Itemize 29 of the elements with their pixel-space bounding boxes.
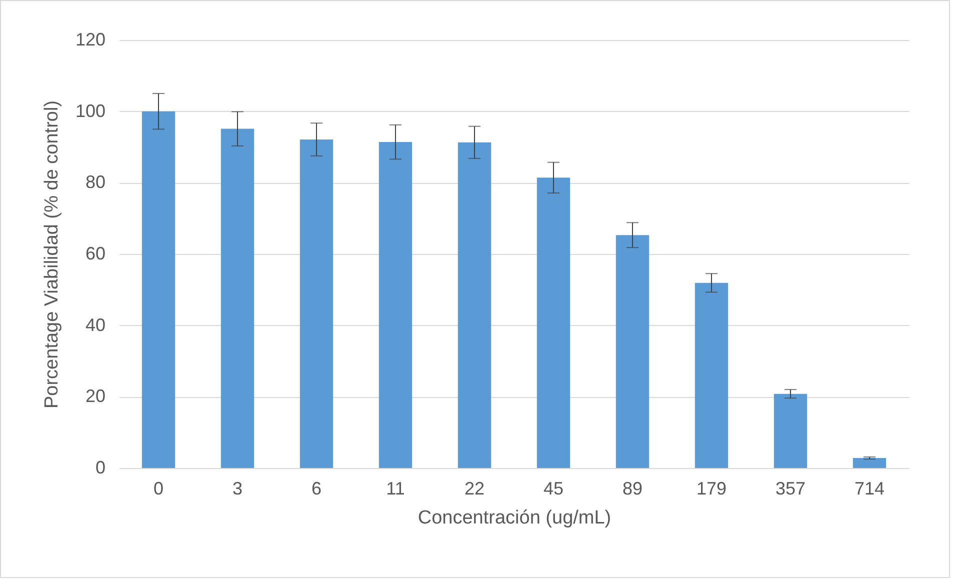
- y-tick-label: 0: [95, 458, 106, 478]
- y-tick-label: 80: [85, 172, 106, 192]
- x-tick-label: 89: [622, 478, 643, 498]
- bar: [616, 235, 650, 468]
- y-tick-label: 40: [85, 314, 106, 335]
- y-tick-label: 120: [75, 30, 106, 50]
- bar: [852, 458, 886, 468]
- bar: [142, 111, 176, 468]
- x-tick-label: 22: [464, 478, 485, 498]
- x-tick-label: 45: [543, 478, 564, 498]
- x-tick-label: 11: [386, 478, 405, 498]
- x-tick-label: 179: [696, 478, 727, 498]
- x-tick-label: 0: [153, 478, 164, 498]
- y-tick-label: 20: [85, 386, 106, 406]
- bar: [458, 142, 492, 468]
- x-tick-label: 714: [854, 478, 885, 498]
- bar: [536, 178, 570, 468]
- x-tick-label: 3: [232, 478, 243, 498]
- x-tick-label: 357: [775, 478, 806, 498]
- bar: [774, 394, 808, 468]
- x-tick-label: 6: [311, 478, 322, 498]
- bar: [378, 142, 412, 468]
- bar: [694, 282, 728, 468]
- y-tick-label: 100: [75, 100, 106, 121]
- y-tick-label: 60: [85, 244, 106, 264]
- bar: [220, 128, 254, 468]
- y-axis-title: Porcentage Viabilidad (% de control): [41, 100, 62, 409]
- bar: [300, 140, 334, 468]
- x-axis-title: Concentración (ug/mL): [418, 508, 612, 528]
